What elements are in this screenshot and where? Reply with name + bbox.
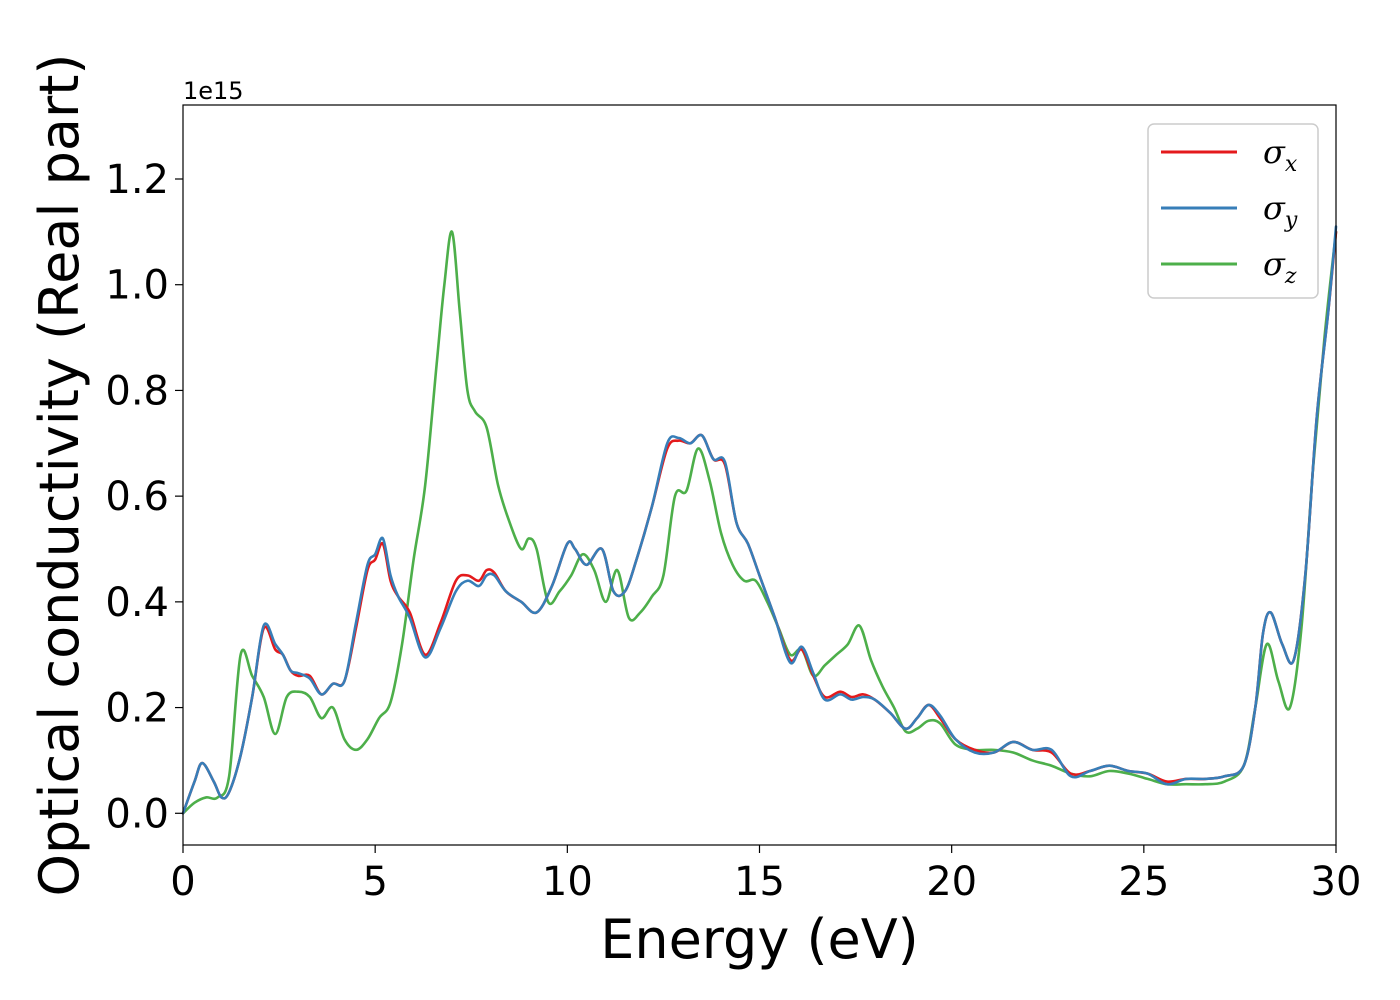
legend-box	[1147, 123, 1319, 299]
y-tick-label: 0.8	[105, 368, 169, 414]
y-axis-label: Optical conductivity (Real part)	[28, 54, 91, 897]
x-axis: 0 5 10 15 20 25 30	[170, 845, 1361, 905]
y-tick-label: 0.2	[105, 686, 169, 732]
x-tick-label: 25	[1118, 859, 1169, 905]
y-axis: 0.0 0.2 0.4 0.6 0.8 1.0 1.2	[105, 157, 183, 837]
y-tick-label: 0.6	[105, 474, 169, 520]
y-tick-label: 0.0	[105, 791, 169, 837]
x-tick-label: 15	[734, 859, 785, 905]
x-tick-label: 30	[1311, 859, 1362, 905]
series-line-y	[181, 225, 1338, 815]
y-tick-label: 1.2	[105, 157, 169, 203]
legend-label-z: σz	[1263, 245, 1297, 289]
legend-label-x: σx	[1263, 133, 1298, 177]
legend-label-subscript: z	[1284, 264, 1297, 289]
x-axis-label: Energy (eV)	[600, 908, 919, 971]
y-tick-label: 1.0	[105, 263, 169, 309]
legend-label-base: σ	[1263, 133, 1286, 171]
series-line-z	[181, 230, 1338, 815]
series-layer	[181, 225, 1338, 815]
legend-label-subscript: x	[1285, 152, 1298, 177]
legend-label-y: σy	[1263, 189, 1298, 233]
x-tick-label: 0	[170, 859, 195, 905]
y-offset-label: 1e15	[183, 77, 244, 105]
legend-label-base: σ	[1263, 245, 1286, 283]
legend-label-base: σ	[1263, 189, 1286, 227]
y-tick-label: 0.4	[105, 580, 169, 626]
legend-label-subscript: y	[1284, 208, 1298, 233]
x-tick-label: 5	[362, 859, 387, 905]
x-tick-label: 10	[542, 859, 593, 905]
x-tick-label: 20	[926, 859, 977, 905]
